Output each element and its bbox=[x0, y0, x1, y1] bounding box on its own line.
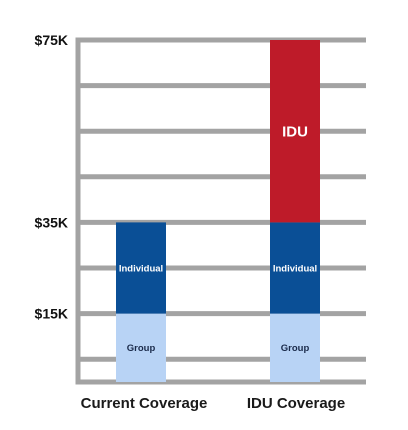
segment-label-group: Group bbox=[127, 343, 156, 354]
category-label: IDU Coverage bbox=[247, 395, 345, 412]
bar-segment-group bbox=[270, 313, 320, 382]
y-tick-label: $75K bbox=[35, 32, 68, 48]
segment-label-idu: IDU bbox=[282, 123, 308, 140]
y-tick-label: $15K bbox=[35, 306, 68, 322]
segment-label-individual: Individual bbox=[273, 263, 317, 274]
bar-segment-idu bbox=[270, 40, 320, 223]
bar-segment-individual bbox=[116, 222, 166, 314]
bar-layer bbox=[116, 40, 320, 382]
y-tick-label: $35K bbox=[35, 214, 68, 230]
segment-label-group: Group bbox=[281, 343, 310, 354]
label-layer: $15K $35K $75K Group Individual Current Cover… bbox=[35, 32, 346, 412]
category-label: Current Coverage bbox=[81, 395, 208, 412]
bar-segment-group bbox=[116, 313, 166, 382]
bar-segment-individual bbox=[270, 222, 320, 314]
segment-label-individual: Individual bbox=[119, 263, 163, 274]
